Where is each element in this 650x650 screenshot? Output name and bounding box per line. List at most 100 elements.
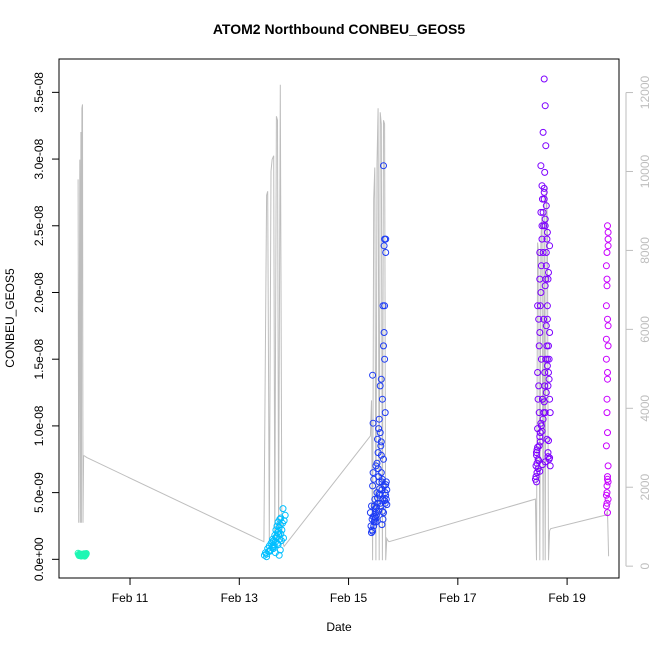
data-point	[369, 371, 377, 379]
x-axis: Feb 11 Feb 13 Feb 15 Feb 17 Feb 19	[112, 577, 586, 605]
data-point	[603, 282, 611, 290]
data-point	[604, 429, 611, 437]
y-tick-label: 3.0e-08	[32, 138, 46, 179]
data-point	[375, 490, 383, 498]
data-point	[536, 302, 544, 310]
data-point	[541, 215, 549, 223]
data-point	[537, 419, 545, 427]
data-point	[541, 282, 549, 290]
x-axis-label: Date	[326, 620, 352, 634]
data-point	[540, 75, 548, 83]
y2-tick-label: 10000	[638, 154, 650, 188]
data-point	[381, 355, 389, 363]
data-point	[380, 329, 388, 336]
data-point	[379, 515, 387, 523]
data-point	[377, 375, 385, 383]
data-point	[603, 409, 611, 417]
data-point	[543, 315, 551, 323]
data-point	[545, 369, 552, 376]
data-point	[375, 415, 383, 423]
data-point	[603, 482, 611, 490]
data-point	[535, 342, 543, 350]
y-tick-label: 1.5e-08	[32, 339, 46, 380]
x-tick-label: Feb 11	[112, 591, 149, 605]
data-point	[536, 438, 544, 446]
data-point	[537, 162, 545, 170]
data-point	[381, 499, 389, 507]
data-point	[535, 315, 543, 323]
y2-tick-label: 8000	[638, 237, 650, 264]
data-point	[379, 302, 387, 310]
data-point	[382, 491, 390, 499]
data-point	[546, 462, 554, 470]
data-point	[537, 289, 545, 296]
data-point	[374, 465, 382, 473]
data-point	[604, 235, 612, 243]
data-point	[602, 442, 610, 450]
series-3	[366, 162, 391, 537]
data-point	[541, 369, 549, 376]
data-point	[370, 522, 378, 530]
data-point	[279, 505, 287, 513]
y-axis: 0.0e+00 5.0e-09 1.0e-08 1.5e-08 2.0e-08 2.5e-…	[32, 72, 59, 581]
data-point	[604, 242, 612, 250]
data-point	[534, 302, 542, 310]
series-5	[602, 222, 612, 517]
data-point	[281, 511, 289, 519]
data-point	[540, 315, 548, 323]
data-point	[374, 494, 381, 502]
data-point	[540, 398, 548, 406]
data-point	[536, 249, 544, 256]
data-point	[543, 355, 551, 363]
data-point	[275, 551, 283, 559]
data-point	[263, 553, 271, 561]
data-point	[604, 475, 611, 483]
data-point	[604, 473, 611, 481]
data-point	[604, 222, 611, 230]
data-point	[604, 462, 612, 470]
data-point	[545, 437, 552, 445]
y-tick-label: 2.5e-08	[32, 205, 46, 246]
data-point	[604, 228, 612, 236]
data-point	[543, 302, 551, 310]
data-point	[371, 513, 379, 521]
y-tick-label: 0.0e+00	[32, 537, 46, 581]
data-point	[546, 409, 554, 417]
data-point	[540, 188, 548, 196]
data-point	[376, 382, 384, 390]
data-point	[604, 322, 612, 330]
data-point	[380, 509, 387, 517]
series-4	[531, 75, 554, 486]
data-point	[539, 128, 547, 136]
data-point	[382, 481, 390, 489]
x-tick-label: Feb 17	[439, 591, 477, 605]
data-point	[380, 342, 387, 350]
data-point	[604, 375, 611, 383]
data-point	[378, 521, 386, 529]
data-point	[602, 262, 610, 270]
series-2	[260, 505, 289, 561]
data-point	[536, 329, 544, 336]
data-point	[540, 184, 548, 192]
data-point	[383, 501, 391, 509]
data-point	[534, 395, 542, 403]
data-point	[536, 467, 544, 475]
data-point	[538, 222, 546, 230]
y-tick-label: 1.0e-08	[32, 405, 46, 446]
data-point	[81, 552, 89, 560]
data-point	[541, 168, 549, 176]
data-point	[375, 425, 383, 433]
y2-axis: 0 2000 4000 6000 8000 10000 12000	[625, 75, 650, 570]
data-point	[539, 208, 547, 216]
data-point	[542, 262, 550, 270]
data-point	[544, 382, 552, 390]
y2-tick-label: 0	[638, 563, 650, 570]
data-point	[535, 457, 543, 465]
data-point	[369, 527, 377, 535]
data-point	[534, 443, 542, 451]
data-point	[373, 459, 381, 467]
data-point	[375, 473, 383, 481]
data-point	[276, 546, 284, 554]
data-point	[533, 446, 541, 454]
data-point	[539, 249, 547, 256]
